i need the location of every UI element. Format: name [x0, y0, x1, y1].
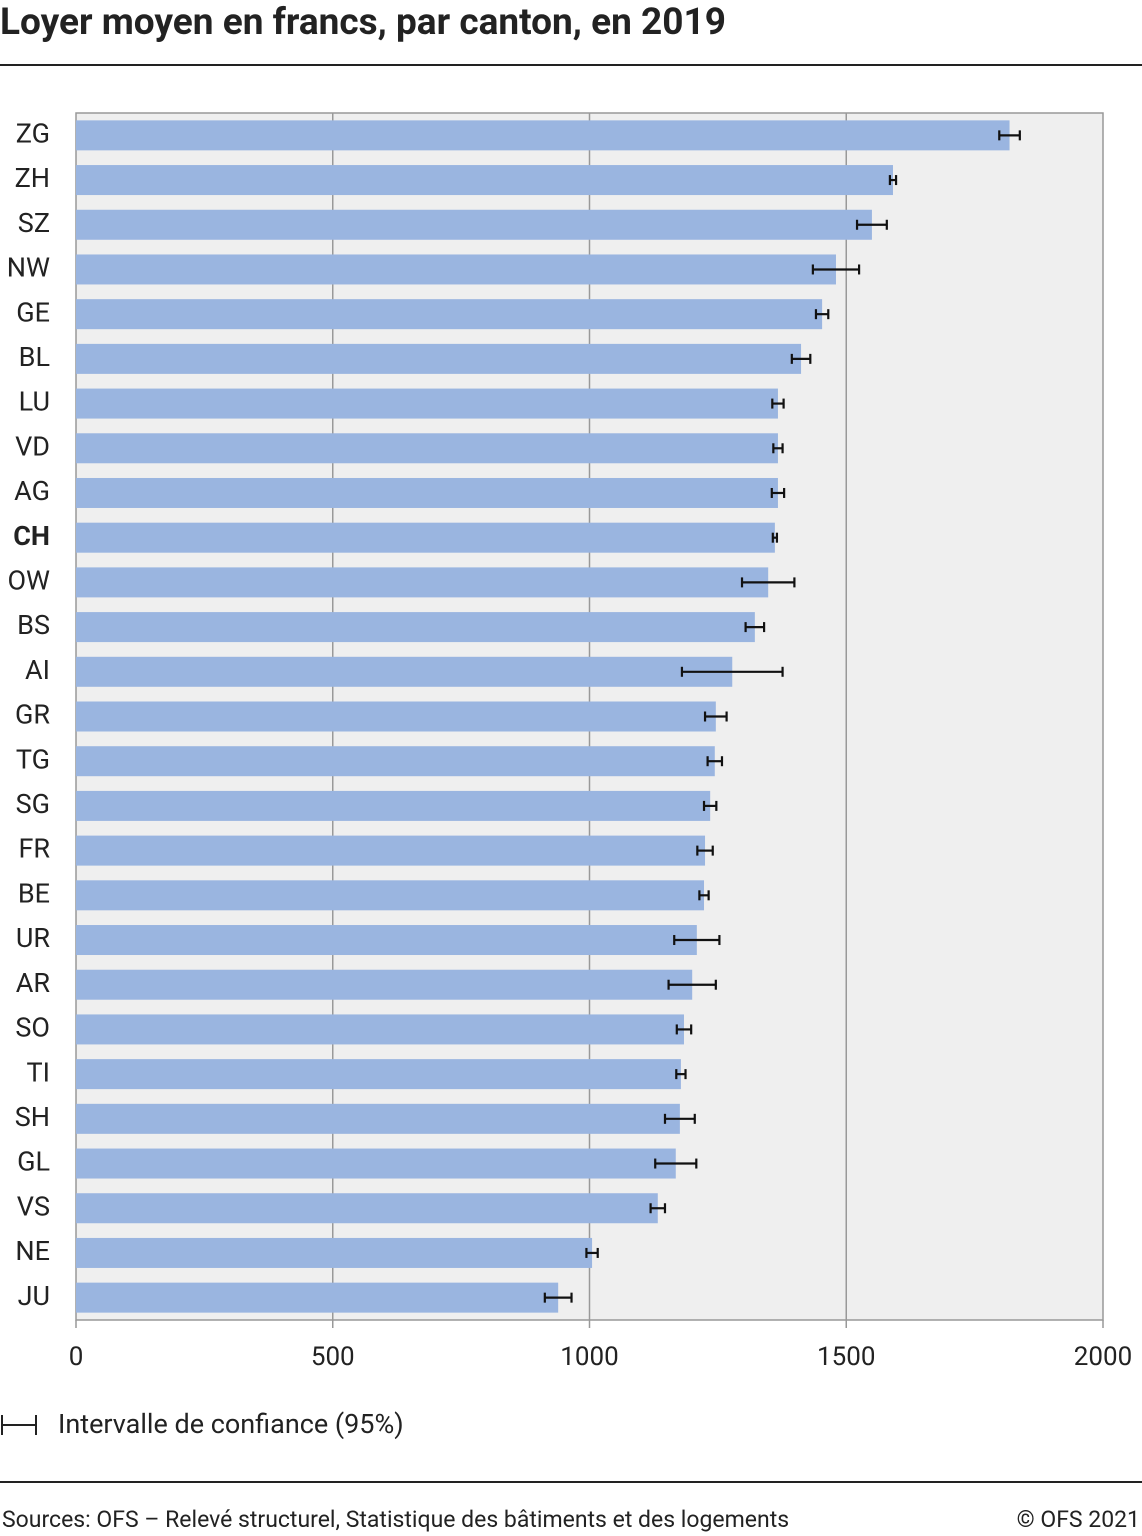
y-tick-label: GL	[17, 1146, 50, 1178]
bar	[76, 1059, 681, 1090]
error-bar	[771, 532, 779, 543]
y-tick-label: GR	[15, 699, 50, 731]
y-tick-label: ZH	[15, 162, 50, 194]
bar	[76, 120, 1010, 151]
y-tick-label: SO	[15, 1012, 50, 1044]
y-tick-label: VD	[15, 430, 50, 462]
error-bar	[654, 1158, 698, 1169]
y-tick-label: TG	[16, 743, 50, 775]
bar	[76, 433, 778, 464]
y-tick-label: CH	[13, 520, 50, 552]
error-bar	[706, 756, 724, 767]
y-tick-label: BL	[19, 341, 50, 373]
bar	[76, 477, 778, 508]
error-bar	[998, 130, 1021, 141]
x-tick-label: 0	[69, 1342, 84, 1372]
error-bar	[772, 443, 784, 454]
error-bar	[543, 1292, 573, 1303]
bar	[76, 1282, 559, 1313]
error-bar	[673, 935, 721, 946]
y-tick-label: ZG	[16, 117, 50, 149]
error-bar	[663, 1113, 696, 1124]
error-bar	[855, 219, 888, 230]
error-bar	[696, 845, 714, 856]
y-tick-label: UR	[16, 922, 51, 954]
bar	[76, 925, 697, 956]
error-bar	[771, 398, 785, 409]
error-bar	[667, 979, 717, 990]
bar	[76, 746, 715, 777]
bar	[76, 254, 836, 285]
y-tick-label: NW	[7, 252, 50, 284]
y-tick-label: SH	[15, 1101, 50, 1133]
error-bar	[675, 1024, 693, 1035]
error-bar	[585, 1247, 599, 1258]
y-tick-label: TI	[27, 1056, 50, 1088]
y-tick-label: SZ	[18, 207, 50, 239]
x-tick-label: 2000	[1074, 1342, 1132, 1372]
bar	[76, 835, 706, 866]
bar	[76, 701, 716, 732]
y-tick-label: AI	[25, 654, 50, 686]
bar	[76, 969, 693, 1000]
y-tick-label: BE	[18, 877, 50, 909]
bar	[76, 1237, 593, 1268]
error-bar	[770, 487, 786, 498]
bars	[76, 120, 1021, 1313]
bar	[76, 165, 893, 196]
error-bar	[811, 264, 861, 275]
legend: Intervalle de confiance (95%)	[1, 1408, 404, 1440]
error-bar	[888, 175, 898, 186]
error-bar	[649, 1203, 667, 1214]
bar	[76, 522, 775, 553]
error-bar	[790, 353, 812, 364]
y-tick-label: BS	[17, 609, 50, 641]
chart-title: Loyer moyen en francs, par canton, en 20…	[0, 1, 726, 44]
bar	[76, 790, 711, 821]
y-tick-label: LU	[19, 386, 50, 418]
bar	[76, 299, 823, 330]
bar	[76, 1014, 684, 1045]
error-bar	[740, 577, 796, 588]
error-bar	[698, 890, 710, 901]
bar	[76, 1193, 658, 1224]
copyright: © OFS 2021	[1017, 1506, 1140, 1533]
x-tick-label: 500	[311, 1342, 355, 1372]
y-tick-label: AG	[14, 475, 50, 507]
x-tick-label: 1500	[817, 1342, 875, 1372]
y-tick-label: VS	[17, 1190, 50, 1222]
bar	[76, 343, 802, 374]
error-bar	[814, 309, 830, 320]
y-tick-label: OW	[7, 565, 50, 597]
bar	[76, 656, 733, 687]
legend-label: Intervalle de confiance (95%)	[58, 1408, 404, 1440]
error-bar	[675, 1069, 687, 1080]
bar	[76, 388, 778, 419]
bar	[76, 209, 872, 240]
y-tick-label: GE	[16, 296, 50, 328]
error-bar	[680, 666, 784, 677]
y-tick-label: SG	[16, 788, 50, 820]
bar	[76, 612, 755, 643]
bar	[76, 880, 705, 911]
bar	[76, 1148, 676, 1179]
y-tick-label: JU	[18, 1280, 50, 1312]
error-bar	[703, 711, 728, 722]
error-bar	[744, 622, 766, 633]
bar	[76, 1103, 680, 1134]
error-bar	[702, 800, 718, 811]
x-tick-label: 1000	[560, 1342, 618, 1372]
y-tick-label: AR	[16, 967, 51, 999]
bar	[76, 567, 769, 598]
y-tick-label: NE	[15, 1235, 50, 1267]
source: Sources: OFS – Relevé structurel, Statis…	[2, 1506, 789, 1533]
y-tick-label: FR	[18, 833, 50, 865]
